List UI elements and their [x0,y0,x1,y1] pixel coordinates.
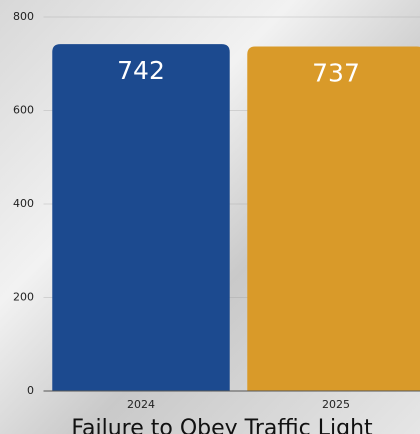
x-tick-label: 2024 [127,398,155,411]
x-tick-label: 2025 [322,398,350,411]
value-label: 737 [312,58,360,87]
y-tick-label: 0 [27,384,34,397]
chart-title: Failure to Obey Traffic Light [71,416,373,434]
chart: Failure to Obey Traffic Light 0 200 400 600… [0,0,420,434]
bar [247,46,420,391]
y-tick-label: 200 [13,291,34,304]
value-label: 742 [117,56,165,85]
y-tick-label: 400 [13,197,34,210]
y-tick-label: 600 [13,104,34,117]
y-tick-label: 800 [13,10,34,23]
page: {"chart_data": {"type": "bar", "title": … [0,0,420,434]
bar [52,44,229,391]
